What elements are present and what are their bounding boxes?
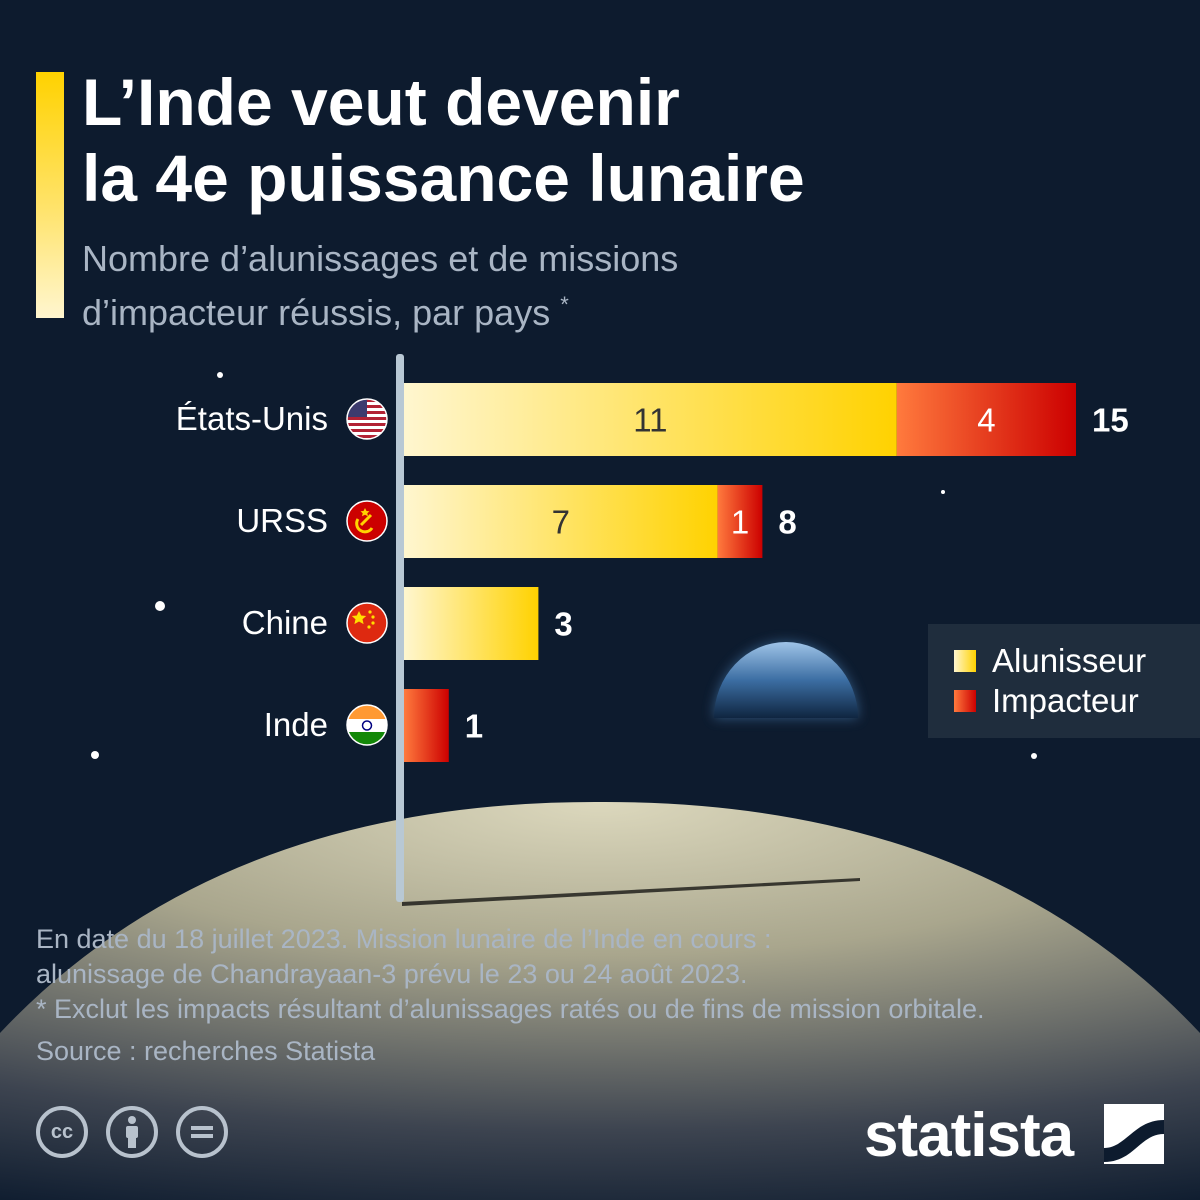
- category-label-china: Chine: [241, 604, 328, 641]
- brand-name: statista: [864, 1101, 1074, 1170]
- segment-label-ussr-alunisseur: 7: [552, 504, 570, 541]
- subtitle-line-1: Nombre d’alunissages et de missions: [82, 238, 679, 279]
- cc-icon[interactable]: cc: [36, 1106, 88, 1158]
- bar-usa-impacteur: [896, 383, 1076, 456]
- india-flag-icon: [346, 704, 388, 746]
- attribution-icon[interactable]: [106, 1106, 158, 1158]
- china-flag-icon: [346, 602, 388, 644]
- star: [155, 601, 165, 611]
- segment-label-usa-impacteur: 4: [977, 402, 995, 439]
- total-label-ussr: 8: [778, 504, 796, 541]
- title-accent-bar: [36, 72, 64, 318]
- pole-shadow: [402, 878, 860, 906]
- legend-label-impacteur: Impacteur: [992, 682, 1139, 719]
- moon-surface: [0, 801, 1200, 1200]
- source-note: Source : recherches Statista: [36, 1036, 376, 1066]
- no-derivatives-icon[interactable]: [176, 1106, 228, 1158]
- bar-india-impacteur: [404, 689, 449, 762]
- category-label-usa: États-Unis: [175, 400, 328, 437]
- legend: Alunisseur Impacteur: [928, 624, 1200, 738]
- bars-group: 11 4 157 1 831: [404, 383, 1129, 762]
- subtitle-line-2: d’impacteur réussis, par pays: [82, 292, 551, 333]
- bar-ussr-impacteur: [717, 485, 763, 558]
- segment-label-usa-alunisseur: 11: [633, 402, 667, 439]
- legend-swatch-impacteur: [954, 690, 976, 712]
- legend-label-alunisseur: Alunisseur: [992, 642, 1147, 679]
- legend-swatch-alunisseur: [954, 650, 976, 672]
- title-line-2: la 4e puissance lunaire: [82, 141, 805, 215]
- star: [91, 751, 99, 759]
- earth-icon: [714, 642, 858, 718]
- title-line-1: L’Inde veut devenir: [82, 65, 680, 139]
- ussr-flag-icon: [346, 500, 388, 542]
- subtitle-footnote-mark: *: [560, 292, 569, 317]
- subtitle: Nombre d’alunissages et de missions d’im…: [82, 236, 982, 336]
- footnote-line-3: * Exclut les impacts résultant d’aluniss…: [36, 994, 985, 1024]
- legend-item-alunisseur: Alunisseur: [954, 641, 1146, 681]
- legend-item-impacteur: Impacteur: [954, 681, 1139, 721]
- total-label-usa: 15: [1092, 402, 1129, 439]
- star: [217, 372, 223, 378]
- bar-ussr-alunisseur: [404, 485, 718, 558]
- flag-pole: [396, 354, 404, 902]
- total-label-china: 3: [554, 606, 572, 643]
- bar-china-alunisseur: [404, 587, 539, 660]
- statista-logo-icon: [1104, 1104, 1164, 1164]
- category-label-ussr: URSS: [236, 502, 328, 539]
- segment-label-ussr-impacteur: 1: [731, 504, 749, 541]
- footnote: En date du 18 juillet 2023. Mission luna…: [36, 922, 1176, 1027]
- total-label-india: 1: [465, 708, 483, 745]
- category-label-india: Inde: [263, 706, 328, 743]
- us-flag-icon: [346, 398, 388, 440]
- star: [1031, 753, 1037, 759]
- footnote-line-2: alunissage de Chandrayaan-3 prévu le 23 …: [36, 959, 748, 989]
- page-title: L’Inde veut devenir la 4e puissance luna…: [82, 64, 1142, 216]
- license-icons: cc: [36, 1106, 246, 1158]
- footnote-line-1: En date du 18 juillet 2023. Mission luna…: [36, 924, 772, 954]
- bar-usa-alunisseur: [404, 383, 897, 456]
- star: [941, 490, 945, 494]
